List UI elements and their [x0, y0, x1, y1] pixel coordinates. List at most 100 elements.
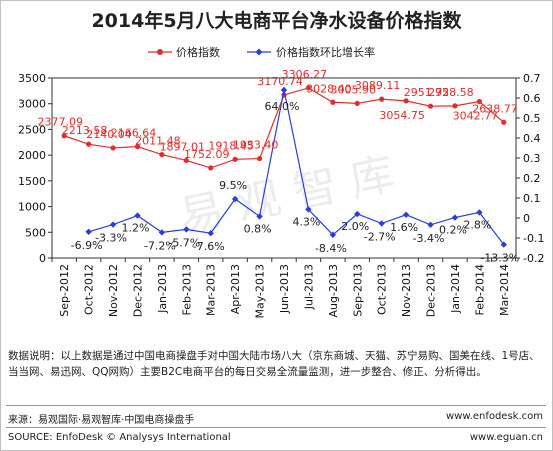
price-point [208, 165, 214, 171]
y-right-tick-label: 0.3 [523, 152, 541, 165]
price-point [134, 143, 141, 150]
x-tick-label: Dec-2013 [425, 264, 438, 317]
y-right-tick-label: 0.4 [523, 132, 541, 145]
x-tick-label: Sep-2012 [58, 264, 71, 317]
y-left-tick-label: 1000 [18, 201, 46, 214]
axes: 0 500 1000 1500 2000 2500 3000 3500 -0.2 -0.1 0 0.1… [18, 72, 544, 319]
price-data-label: 1752.09 [184, 148, 230, 161]
legend: 价格指数 价格指数环比增长率 [148, 45, 375, 59]
growth-point [207, 230, 214, 237]
x-tick-label: Mar-2013 [205, 264, 218, 316]
growth-line [88, 89, 505, 245]
y-left-tick-label: 3500 [18, 72, 46, 85]
price-point [452, 103, 458, 109]
y-left-tick-label: 3000 [18, 98, 46, 111]
x-tick-label: Nov-2013 [400, 264, 413, 317]
price-point [501, 119, 507, 125]
growth-point [427, 221, 434, 228]
growth-point [476, 209, 483, 216]
growth-data-label: 1.2% [121, 222, 149, 235]
y-left-tick-label: 0 [39, 252, 46, 265]
growth-point [305, 206, 312, 213]
price-data-label: 2166.64 [111, 127, 157, 140]
growth-data-label: 9.5% [219, 179, 247, 192]
price-data-label: 3042.77 [453, 110, 499, 123]
price-series [61, 85, 507, 171]
growth-data-label: 4.3% [292, 215, 320, 228]
y-right-tick-label: -0.1 [523, 232, 544, 245]
growth-data-label: 0.2% [439, 224, 467, 237]
x-tick-label: Jan-2013 [156, 264, 169, 314]
price-point [427, 103, 434, 109]
x-tick-label: Jun-2013 [278, 264, 291, 314]
x-tick-label: May-2013 [254, 264, 267, 319]
y-right-tick-label: 0.5 [523, 112, 541, 125]
growth-point [231, 195, 239, 203]
price-data-label: 2377.09 [37, 116, 83, 129]
growth-data-label: 2.8% [463, 218, 491, 231]
chart-title: 2014年5月八大电商平台净水设备价格指数 [91, 10, 462, 32]
y-right-tick-label: 0.6 [523, 92, 541, 105]
y-left-tick-label: 1500 [18, 175, 46, 188]
footer-source-cn: 来源：易观国际·易观智库·中国电商操盘手 [8, 415, 195, 426]
growth-data-label: -6.9% [71, 239, 103, 252]
x-tick-label: Dec-2012 [131, 264, 144, 317]
x-tick-label: Mar-2014 [498, 264, 511, 316]
footer-site-eguan: www.eguan.cn [469, 432, 543, 443]
growth-data-label: 2.0% [341, 220, 369, 233]
x-tick-label: Jan-2014 [449, 264, 462, 314]
footer-rule-bottom [6, 427, 546, 428]
price-data-label: 2958.58 [428, 86, 474, 99]
price-point [110, 145, 116, 151]
growth-data-label: 64.0% [265, 100, 300, 113]
growth-point [451, 214, 459, 221]
price-point [305, 85, 312, 91]
price-data-label: 3028.40 [306, 82, 352, 95]
growth-point [109, 221, 117, 228]
price-point [232, 156, 238, 162]
price-data-label: 2011.48 [135, 135, 181, 148]
growth-data-label: -7.6% [193, 240, 225, 253]
x-tick-label: Oct-2012 [83, 264, 96, 315]
price-data-label: 1897.01 [160, 140, 206, 153]
plot-area [51, 77, 517, 259]
y-right-tick-label: -0.2 [523, 252, 544, 265]
growth-point [378, 220, 385, 227]
growth-data-label: -3.3% [95, 232, 127, 245]
price-point [379, 96, 385, 102]
price-point [330, 99, 336, 105]
price-point [61, 133, 67, 139]
footer-site-enfodesk: www.enfodesk.com [446, 411, 543, 422]
growth-point [134, 212, 141, 219]
price-point [476, 98, 482, 105]
price-data-label: 2638.77 [472, 102, 518, 115]
data-labels: 2377.092213.582140.042166.642011.481897.… [37, 68, 519, 265]
price-data-label: 1918.45 [208, 139, 254, 152]
price-point [256, 155, 263, 162]
x-tick-label: Nov-2012 [107, 264, 120, 317]
footer-source-en: SOURCE: EnfoDesk © Analysys Internationa… [8, 432, 231, 443]
x-tick-label: Feb-2013 [180, 264, 193, 315]
y-left-tick-label: 500 [25, 226, 46, 239]
growth-point [329, 231, 337, 238]
growth-data-label: -8.4% [315, 242, 347, 255]
y-right-tick-label: 0.7 [523, 72, 541, 85]
x-tick-label: Apr-2013 [229, 264, 242, 314]
growth-point [85, 228, 92, 235]
growth-point [183, 226, 190, 233]
price-data-label: 1933.40 [233, 139, 279, 152]
x-tick-label: Aug-2013 [327, 264, 340, 317]
x-tick-label: Sep-2013 [351, 264, 364, 317]
price-data-label: 3306.27 [282, 68, 328, 81]
price-data-label: 3089.11 [355, 79, 401, 92]
price-point [86, 141, 92, 147]
legend-growth-label: 价格指数环比增长率 [276, 45, 375, 59]
price-data-label: 3005.90 [331, 83, 377, 96]
y-left-tick-label: 2000 [18, 149, 46, 162]
growth-point [256, 213, 263, 220]
price-data-label: 3054.75 [379, 109, 425, 122]
growth-point [280, 86, 288, 94]
price-point [354, 100, 360, 107]
